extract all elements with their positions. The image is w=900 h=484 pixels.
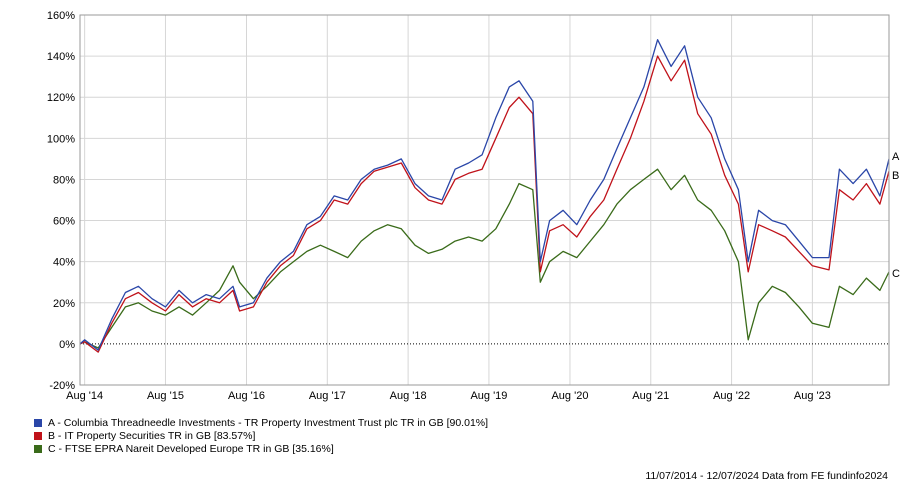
x-tick-label: Aug '14 [66, 390, 103, 402]
legend-item-c: C - FTSE EPRA Nareit Developed Europe TR… [34, 442, 488, 455]
end-label-b: B [892, 170, 899, 182]
series-line-b [79, 55, 890, 353]
chart-footer: 11/07/2014 - 12/07/2024 Data from FE fun… [645, 470, 888, 482]
legend-swatch-c [34, 444, 42, 453]
x-tick-label: Aug '17 [309, 390, 346, 402]
series-line-a [79, 39, 890, 351]
x-tick-label: Aug '16 [228, 390, 265, 402]
legend-label-a: A - Columbia Threadneedle Investments - … [48, 416, 489, 429]
x-tick-label: Aug '21 [632, 390, 669, 402]
y-tick-label: 80% [53, 174, 75, 186]
y-tick-label: 0% [59, 339, 75, 351]
legend-item-a: A - Columbia Threadneedle Investments - … [34, 416, 488, 429]
series-line-c [79, 168, 890, 349]
chart-canvas: 160% 140% 120% 100% 80% 60% 40% 20% 0% -20% Aug '… [47, 10, 900, 402]
end-label-c: C [892, 268, 900, 280]
legend-swatch-a [34, 418, 42, 427]
y-tick-label: 140% [47, 51, 75, 63]
x-tick-label: Aug '22 [713, 390, 750, 402]
x-tick-label: Aug '20 [551, 390, 588, 402]
series-lines [79, 39, 890, 353]
x-tick-label: Aug '23 [794, 390, 831, 402]
series-end-labels: AB C [892, 151, 900, 280]
chart-grid [80, 14, 889, 386]
footer-source: Data from FE fundinfo2024 [761, 470, 888, 482]
x-axis-ticks: Aug '14 Aug '15 Aug '16 Aug '17 Aug '18 Aug '… [66, 390, 831, 402]
legend-label-b: B - IT Property Securities TR in GB [83.… [48, 429, 256, 442]
footer-date-range: 11/07/2014 - 12/07/2024 [645, 470, 759, 482]
y-tick-label: 40% [53, 257, 75, 269]
y-tick-label: -20% [49, 380, 75, 392]
y-tick-label: 60% [53, 216, 75, 228]
legend-label-c: C - FTSE EPRA Nareit Developed Europe TR… [48, 442, 334, 455]
y-axis-ticks: 160% 140% 120% 100% 80% 60% 40% 20% 0% -20% [47, 10, 75, 392]
plot-frame [79, 14, 890, 386]
legend-item-b: B - IT Property Securities TR in GB [83.… [34, 429, 488, 442]
x-tick-label: Aug '15 [147, 390, 184, 402]
y-tick-label: 100% [47, 133, 75, 145]
y-tick-label: 160% [47, 10, 75, 22]
x-tick-label: Aug '18 [390, 390, 427, 402]
legend-swatch-b [34, 431, 42, 440]
end-label-a: A [892, 151, 900, 163]
y-tick-label: 120% [47, 92, 75, 104]
legend: A - Columbia Threadneedle Investments - … [34, 416, 488, 455]
y-tick-label: 20% [53, 298, 75, 310]
x-tick-label: Aug '19 [470, 390, 507, 402]
